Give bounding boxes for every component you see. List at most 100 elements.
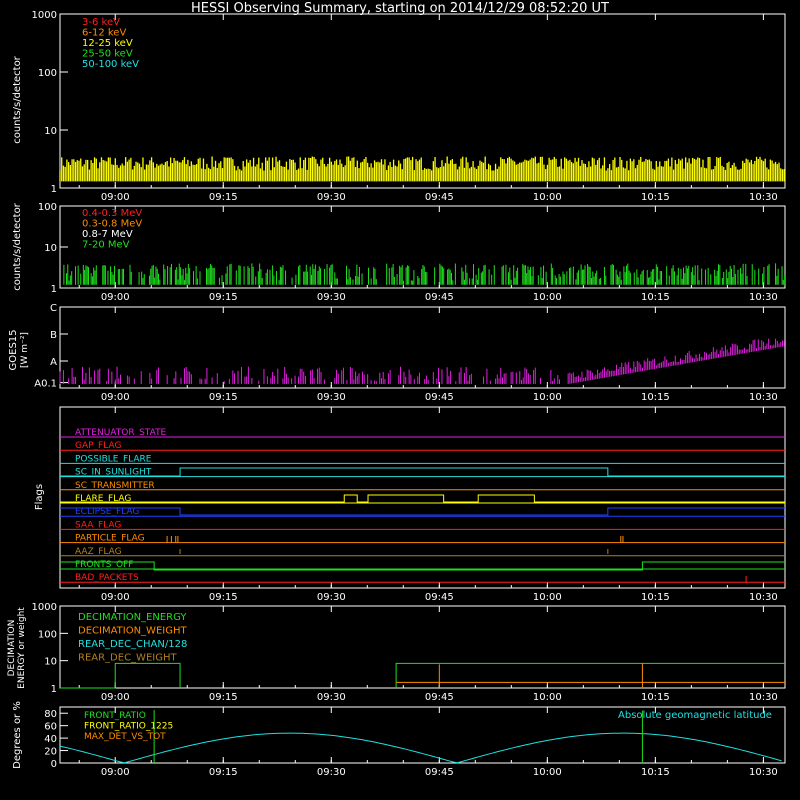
y-tick-label: 20 [44, 747, 57, 758]
x-tick-label: 09:30 [317, 192, 346, 203]
y-tick-label: 40 [44, 734, 57, 745]
legend-0308mev: 0.3-0.8 MeV [82, 219, 142, 230]
x-tick-label: 09:15 [209, 592, 238, 603]
x-tick-label: 10:30 [749, 392, 778, 403]
flag-label-possible-flare: POSSIBLE_FLARE [75, 454, 152, 464]
x-tick-label: 10:30 [749, 292, 778, 303]
y-tick-label: 1 [51, 184, 57, 195]
x-tick-label: 09:45 [425, 767, 454, 778]
y-axis-unit: [W m⁻²] [20, 332, 30, 368]
x-tick-label: 10:15 [641, 292, 670, 303]
y-tick-label: 100 [38, 629, 57, 640]
panel-frame [59, 13, 786, 189]
y-tick-label: 60 [44, 722, 57, 733]
x-tick-label: 09:45 [425, 192, 454, 203]
y-tick-label: 10 [44, 657, 57, 668]
x-tick-label: 09:15 [209, 192, 238, 203]
flag-label-sc-in-sunlight: SC_IN_SUNLIGHT [75, 468, 152, 478]
x-tick-label: 09:45 [425, 292, 454, 303]
flag-label-gap-flag: GAP_FLAG [75, 441, 121, 451]
x-tick-label: 10:15 [641, 392, 670, 403]
x-tick-label: 09:45 [425, 392, 454, 403]
y-axis-label: counts/s/detector [12, 55, 23, 143]
x-tick-label: 09:30 [317, 592, 346, 603]
x-tick-label: 09:15 [209, 392, 238, 403]
panel-frame [59, 706, 786, 764]
y-tick-label: A [50, 357, 57, 368]
flag-sc-in-sunlight-step [60, 467, 785, 477]
y-tick-label: B [50, 330, 57, 341]
legend-36kev: 3-6 keV [82, 17, 120, 28]
legend-rear-dec-chan-128: REAR_DEC_CHAN/128 [78, 639, 187, 650]
x-tick-label: 09:00 [101, 292, 130, 303]
x-tick-label: 09:00 [101, 192, 130, 203]
x-tick-label: 10:00 [533, 292, 562, 303]
flag-fronts-off-step [60, 561, 785, 571]
panel-frame [59, 306, 786, 389]
legend-decimation-energy: DECIMATION_ENERGY [78, 612, 187, 623]
x-tick-label: 09:30 [317, 392, 346, 403]
x-tick-label: 10:15 [641, 692, 670, 703]
x-tick-label: 10:00 [533, 692, 562, 703]
geomagnetic-latitude-line [59, 732, 782, 764]
flag-label-sc-transmitter: SC_TRANSMITTER [75, 481, 155, 491]
y-tick-label: 10 [44, 126, 57, 137]
legend-720mev: 7-20 MeV [82, 240, 130, 251]
flag-label-aaz-flag: AAZ_FLAG [75, 547, 122, 557]
x-tick-label: 10:30 [749, 767, 778, 778]
x-tick-label: 10:00 [533, 392, 562, 403]
x-tick-label: 09:30 [317, 292, 346, 303]
chart-title: HESSI Observing Summary, starting on 201… [191, 1, 609, 16]
x-tick-label: 09:00 [101, 392, 130, 403]
legend-max-det-vs-tot: MAX_DET_VS_TOT [84, 732, 166, 742]
legend-front-ratio-1225: FRONT_RATIO_1225 [84, 722, 173, 732]
decimation-energy-step-2 [395, 662, 785, 688]
legend-50100kev: 50-100 keV [82, 59, 139, 70]
x-tick-label: 10:15 [641, 192, 670, 203]
legend-087mev: 0.8-7 MeV [82, 229, 133, 240]
x-tick-label: 09:00 [101, 692, 130, 703]
x-tick-label: 10:00 [533, 192, 562, 203]
flag-label-particle-flag: PARTICLE_FLAG [75, 534, 145, 544]
y-tick-label: 100 [38, 68, 57, 79]
flag-label-flare-flag: FLARE_FLAG [75, 494, 131, 504]
y-tick-label: 80 [44, 709, 57, 720]
x-tick-label: 10:00 [533, 592, 562, 603]
y-tick-label: 1000 [32, 10, 57, 21]
legend-decimation-weight: DECIMATION_WEIGHT [78, 626, 187, 637]
y-tick-label: 10 [44, 243, 57, 254]
y-axis-label: GOES15 [8, 329, 19, 370]
flag-flare-step [60, 494, 785, 503]
x-tick-label: 09:30 [317, 692, 346, 703]
x-tick-label: 09:45 [425, 592, 454, 603]
y-axis-label: counts/s/detector [12, 202, 23, 290]
flag-label-saa-flag: SAA_FLAG [75, 520, 121, 530]
legend-rear-dec-weight: REAR_DEC_WEIGHT [78, 653, 177, 664]
x-tick-label: 09:00 [101, 767, 130, 778]
y-tick-label: 100 [38, 202, 57, 213]
flag-label-fronts-off: FRONTS_OFF [75, 560, 133, 570]
y-axis-label: Degrees or % [12, 701, 23, 769]
legend-geomagnetic-latitude: Absolute geomagnetic latitude [618, 710, 772, 721]
x-tick-label: 10:30 [749, 692, 778, 703]
legend-0403mev: 0.4-0.3 MeV [82, 208, 142, 219]
flag-label-attenuator-state: ATTENUATOR_STATE [75, 428, 167, 438]
x-tick-label: 09:15 [209, 292, 238, 303]
y-axis-label: DECIMATION [7, 620, 17, 677]
panel-frame [59, 406, 786, 589]
panel-frame [59, 605, 786, 689]
y-tick-label: A0.1 [34, 379, 57, 390]
x-tick-label: 10:15 [641, 767, 670, 778]
legend-1225kev: 12-25 keV [82, 38, 133, 49]
legend-front-ratio: FRONT_RATIO [84, 711, 146, 721]
flag-label-bad-packets: BAD_PACKETS [75, 573, 139, 583]
flag-eclipse-step [60, 507, 785, 516]
x-tick-label: 09:45 [425, 692, 454, 703]
y-tick-label: 1000 [32, 602, 57, 613]
x-tick-label: 10:30 [749, 592, 778, 603]
x-tick-label: 09:30 [317, 767, 346, 778]
x-tick-label: 09:15 [209, 692, 238, 703]
x-tick-label: 10:30 [749, 192, 778, 203]
y-axis-label-2: ENERGY or weight [17, 607, 27, 689]
